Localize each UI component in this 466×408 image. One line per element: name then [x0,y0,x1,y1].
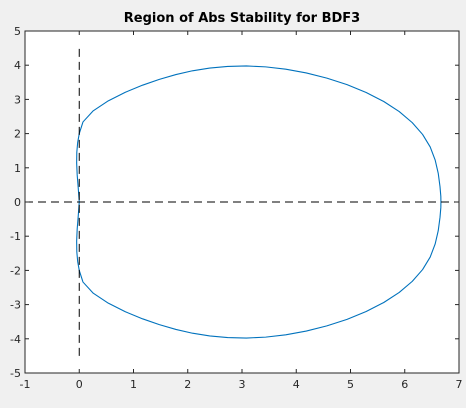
x-tick-label: 4 [293,378,300,391]
y-tick-label: 0 [14,196,21,209]
x-tick-label: 3 [239,378,246,391]
stability-boundary-line [76,65,442,339]
tick-layer: -1 0 1 2 3 4 5 6 7 -5 -4 -3 -2 -1 0 1 2 3 4 5 [10,25,462,391]
x-tick-label: 2 [184,378,191,391]
x-tick-label: 7 [456,378,463,391]
x-tick-label: -1 [20,378,31,391]
series-layer [25,48,459,356]
y-tick-label: -3 [10,299,21,312]
chart-title: Region of Abs Stability for BDF3 [124,11,360,26]
y-tick-label: 1 [14,162,21,175]
y-tick-label: -2 [10,264,21,277]
y-tick-label: -5 [10,367,21,380]
x-tick-label: 0 [76,378,83,391]
x-tick-label: 1 [130,378,137,391]
y-tick-label: 4 [14,59,21,72]
x-tick-label: 5 [347,378,354,391]
y-tick-label: -4 [10,333,21,346]
y-tick-label: 2 [14,128,21,141]
y-tick-label: -1 [10,230,21,243]
y-tick-label: 5 [14,25,21,38]
y-tick-label: 3 [14,93,21,106]
x-tick-label: 6 [401,378,408,391]
